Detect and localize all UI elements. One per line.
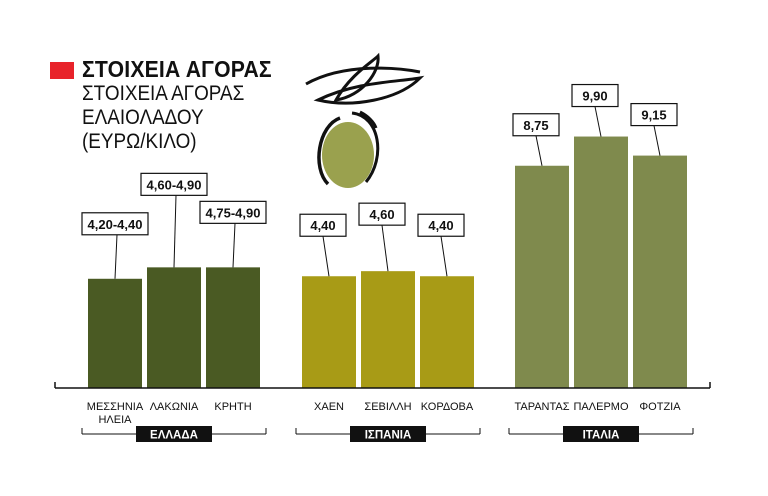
- bar: [515, 165, 569, 388]
- kicker-marker: [50, 62, 74, 79]
- value-label: 4,40: [310, 218, 335, 233]
- value-leader-line: [322, 236, 330, 277]
- category-label: ΛΑΚΩΝΙΑ: [150, 401, 199, 413]
- category-label: ΗΛΕΙΑ: [98, 414, 132, 426]
- subtitle-line-3: (ΕΥΡΩ/ΚΙΛΟ): [82, 130, 197, 153]
- category-label: ΜΕΣΣΗΝΙΑ: [87, 401, 144, 413]
- value-leader-line: [535, 135, 543, 166]
- value-label-box: [299, 213, 347, 237]
- bar: [633, 155, 687, 388]
- subtitle-line-1: ΣΤΟΙΧΕΙΑ ΑΓΟΡΑΣ: [82, 82, 245, 105]
- value-label-box: [81, 212, 149, 236]
- value-label-box: [417, 213, 465, 237]
- value-label-box: [571, 83, 619, 108]
- category-label: ΚΡΗΤΗ: [214, 401, 251, 413]
- category-label: ΣΕΒΙΛΛΗ: [364, 401, 411, 413]
- group-label: ΕΛΛΑΔΑ: [150, 430, 198, 442]
- value-label: 8,75: [523, 118, 548, 133]
- value-leader-line: [173, 195, 177, 268]
- group-label: ΙΤΑΛΙΑ: [583, 430, 620, 442]
- category-label: ΠΑΛΕΡΜΟ: [573, 401, 628, 413]
- value-leader-line: [114, 234, 118, 279]
- category-label: ΦΟΤΖΙΑ: [639, 401, 681, 413]
- bar: [302, 276, 356, 388]
- group-label-box: [136, 426, 212, 442]
- bar: [206, 267, 260, 388]
- olive-branch-icon: [305, 52, 425, 188]
- value-label: 9,15: [641, 108, 666, 123]
- category-label: ΚΟΡΔΟΒΑ: [421, 401, 474, 413]
- bar: [420, 276, 474, 388]
- category-label: ΧΑΕΝ: [314, 401, 344, 413]
- chart-kicker: ΣΤΟΙΧΕΙΑ ΑΓΟΡΑΣ: [82, 56, 272, 82]
- value-label-box: [630, 102, 678, 127]
- value-label: 4,75-4,90: [206, 205, 261, 220]
- chart-subtitle: ΣΤΟΙΧΕΙΑ ΑΓΟΡΑΣ ΕΛΑΙΟΛΑΔΟΥ (ΕΥΡΩ/ΚΙΛΟ): [82, 82, 244, 154]
- value-label-box: [512, 113, 560, 137]
- value-leader-line: [440, 236, 448, 277]
- value-leader-line: [381, 225, 389, 272]
- value-label: 4,20-4,40: [88, 217, 143, 232]
- value-leader-line: [653, 125, 661, 156]
- bar: [147, 267, 201, 388]
- value-label: 4,40: [428, 218, 453, 233]
- value-label: 4,60: [369, 207, 394, 222]
- category-label: ΤΑΡΑΝΤΑΣ: [514, 401, 569, 413]
- subtitle-line-2: ΕΛΑΙΟΛΑΔΟΥ: [82, 106, 204, 129]
- value-label: 9,90: [582, 89, 607, 104]
- group-label: ΙΣΠΑΝΙΑ: [365, 430, 412, 442]
- value-label-box: [199, 200, 267, 224]
- group-label-box: [350, 426, 426, 442]
- bar: [574, 136, 628, 388]
- value-leader-line: [232, 223, 236, 268]
- value-label-box: [358, 202, 406, 226]
- bar: [88, 278, 142, 388]
- value-label-box: [140, 172, 208, 196]
- bar: [361, 271, 415, 388]
- value-label: 4,60-4,90: [147, 177, 202, 192]
- value-leader-line: [594, 106, 602, 137]
- group-label-box: [563, 426, 639, 442]
